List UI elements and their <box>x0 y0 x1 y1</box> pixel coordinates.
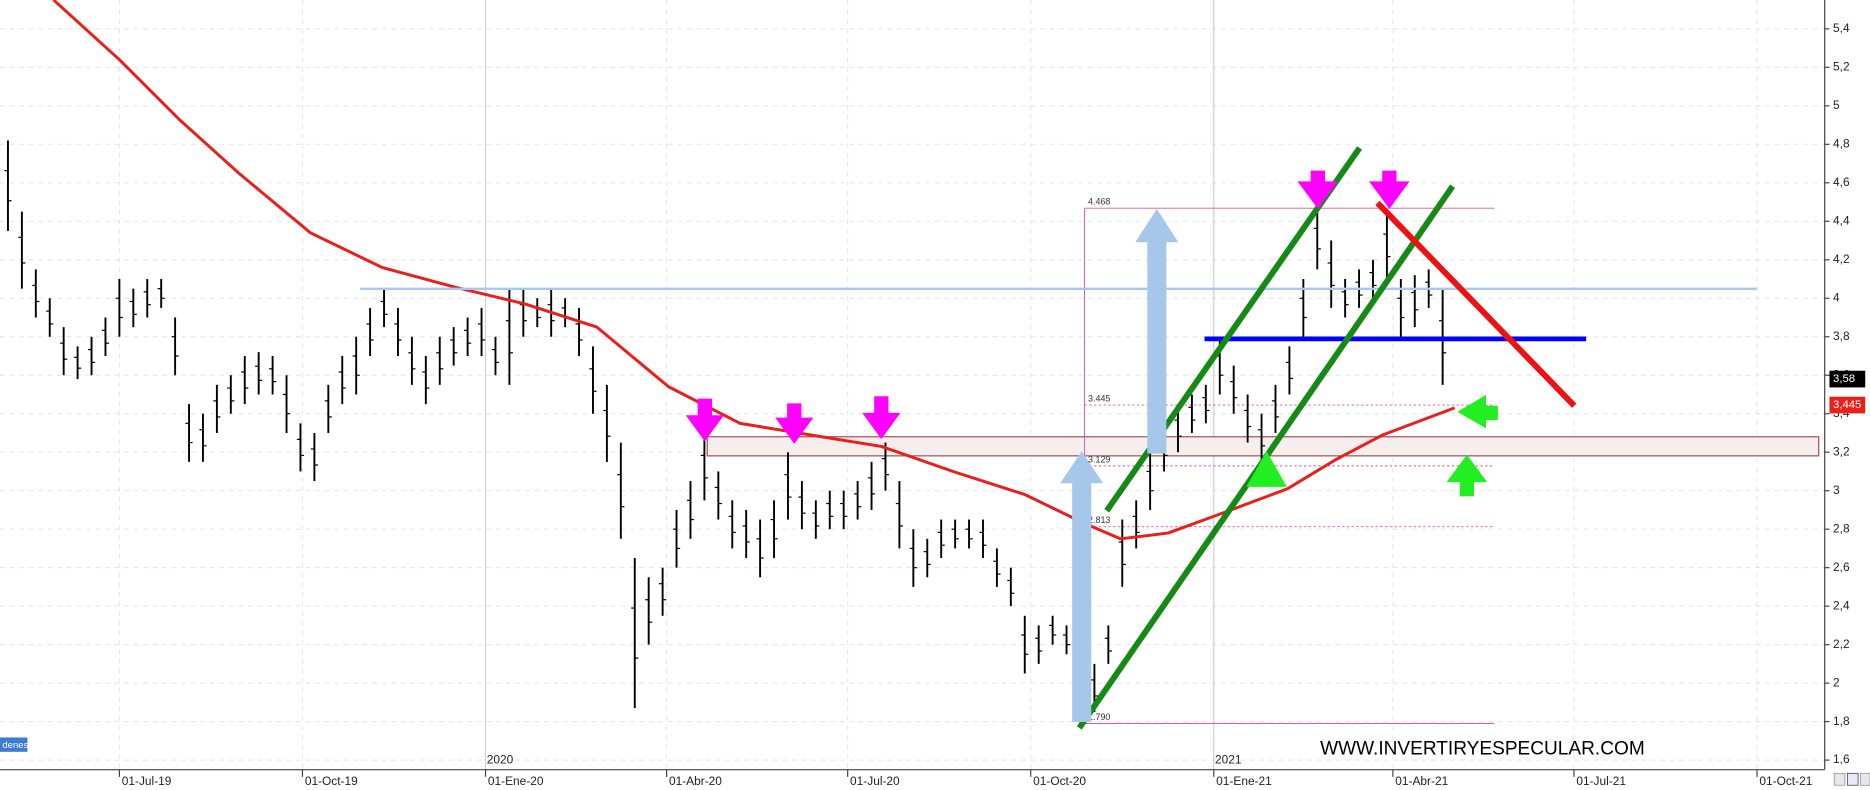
fib-level-label: 4.468 <box>1088 197 1110 207</box>
y-tick-label: 1,8 <box>1833 714 1850 728</box>
fib-level-label: 3.129 <box>1088 454 1110 464</box>
x-tick-label: 01-Oct-19 <box>305 774 358 788</box>
watermark: WWW.INVERTIRYESPECULAR.COM <box>1320 738 1645 759</box>
y-tick-label: 1,6 <box>1833 752 1850 766</box>
fib-level-label: 3.445 <box>1088 393 1110 403</box>
x-tick-label: 01-Jul-21 <box>1576 774 1626 788</box>
y-tick-label: 4,2 <box>1833 252 1850 266</box>
grid <box>0 0 1825 770</box>
moving-average <box>52 0 1456 541</box>
fib-level-label: 1.790 <box>1088 712 1110 722</box>
arrow-down <box>862 396 901 440</box>
arrow-left-green <box>1457 395 1498 429</box>
y-tick-label: 3 <box>1833 483 1840 497</box>
panel-tab <box>0 737 28 752</box>
price-tag-label: 3,58 <box>1833 373 1855 385</box>
arrow-up <box>1135 208 1179 454</box>
y-tick-label: 5,4 <box>1833 21 1850 35</box>
x-tick-label: 01-Abr-21 <box>1395 774 1448 788</box>
annotations <box>360 146 1757 730</box>
y-tick-label: 2,4 <box>1833 598 1850 612</box>
axes: 1,61,822,22,42,62,833,23,43,63,844,24,44… <box>118 21 1866 788</box>
y-tick-label: 2 <box>1833 675 1840 689</box>
panel-tab-label: denes <box>2 740 28 751</box>
price-tag <box>1829 370 1866 388</box>
x-tick-label: 01-Oct-21 <box>1759 774 1812 788</box>
year-label: 2020 <box>487 752 514 766</box>
arrow-down <box>1297 170 1339 209</box>
arrow-up-green <box>1246 451 1287 487</box>
x-tick-label: 01-Ene-21 <box>1216 774 1272 788</box>
arrow-down <box>1369 170 1410 209</box>
y-tick-label: 2,8 <box>1833 521 1850 535</box>
x-tick-label: 01-Ene-20 <box>488 774 544 788</box>
y-tick-label: 4 <box>1833 290 1840 304</box>
price-tag-label: 3,445 <box>1833 399 1861 411</box>
arrow-up-green <box>1446 454 1488 497</box>
marks: 4.468 3.445 3.129 2.813 1.790 <box>4 0 1495 725</box>
y-tick-label: 4,4 <box>1833 213 1850 227</box>
toolbar-button[interactable] <box>1860 772 1870 786</box>
year-label: 2021 <box>1215 752 1242 766</box>
y-tick-label: 4,6 <box>1833 175 1850 189</box>
y-tick-label: 2,2 <box>1833 637 1850 651</box>
arrow-down <box>685 398 724 442</box>
arrow-up <box>1060 451 1104 722</box>
y-tick-label: 4,8 <box>1833 136 1850 150</box>
x-axis-band <box>0 769 1870 790</box>
downtrend-line <box>1375 200 1577 408</box>
y-tick-label: 5 <box>1833 98 1840 112</box>
y-tick-label: 5,2 <box>1833 60 1850 74</box>
y-tick-label: 3,8 <box>1833 329 1850 343</box>
x-tick-label: 01-Jul-19 <box>122 774 172 788</box>
arrow-down <box>775 403 814 444</box>
y-tick-label: 3,2 <box>1833 444 1850 458</box>
x-tick-label: 01-Abr-20 <box>669 774 722 788</box>
x-tick-label: 01-Oct-20 <box>1033 774 1086 788</box>
fib-level-label: 2.813 <box>1088 515 1110 525</box>
y-tick-label: 2,6 <box>1833 560 1850 574</box>
toolbar-button[interactable] <box>1846 772 1859 786</box>
toolbar-button[interactable] <box>1833 772 1846 786</box>
x-tick-label: 01-Jul-20 <box>850 774 900 788</box>
price-tag <box>1829 396 1866 414</box>
